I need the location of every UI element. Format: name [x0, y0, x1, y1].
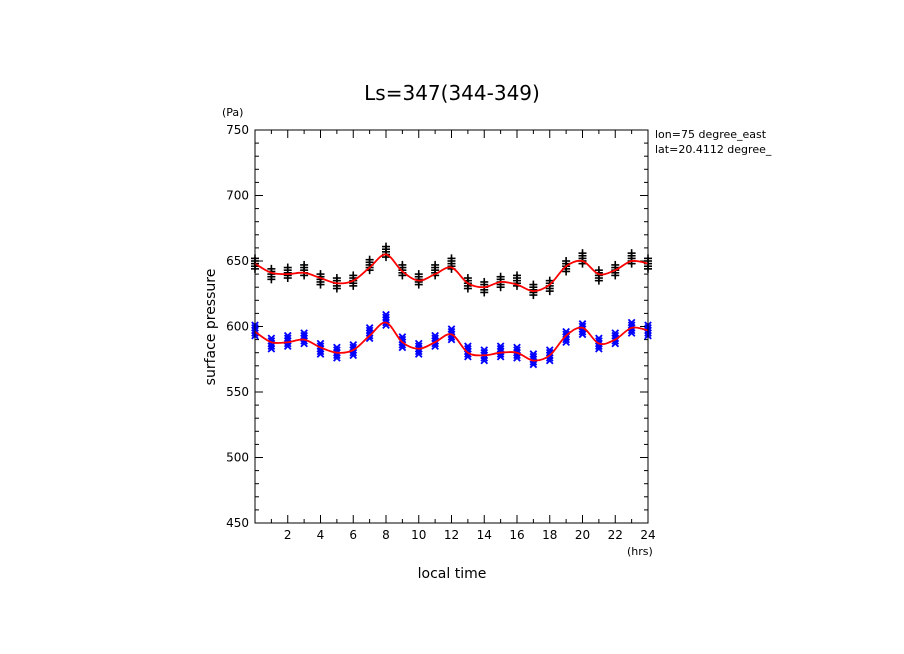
- x-unit-label: (hrs): [627, 545, 653, 558]
- plus-point: [300, 260, 309, 269]
- annotation-lon: lon=75 degree_east: [655, 128, 767, 141]
- x-point: [382, 313, 390, 322]
- plus-point: [267, 264, 276, 273]
- y-tick-label: 600: [226, 320, 249, 334]
- x-axis-label: local time: [418, 566, 487, 582]
- x-point: [545, 348, 554, 357]
- y-tick-label: 450: [226, 516, 249, 530]
- plus-point: [463, 274, 472, 283]
- plus-point: [545, 276, 554, 285]
- plus-point: [447, 254, 456, 263]
- x-point: [300, 331, 308, 340]
- x-point: [464, 342, 472, 350]
- x-point: [480, 346, 489, 354]
- plus-point: [283, 263, 292, 272]
- x-point: [365, 323, 374, 332]
- plus-point: [562, 257, 571, 265]
- x-point: [529, 350, 538, 358]
- plus-point: [594, 266, 603, 275]
- y-tick-label: 550: [226, 385, 249, 399]
- fit-line: [254, 321, 649, 362]
- y-tick-label: 750: [226, 123, 249, 137]
- x-point: [578, 320, 587, 328]
- plus-point: [513, 271, 521, 280]
- plus-point: [414, 270, 423, 279]
- x-point: [529, 352, 538, 361]
- x-tick-label: 4: [317, 528, 325, 542]
- x-point: [513, 343, 521, 352]
- x-point: [595, 334, 603, 343]
- x-tick-label: 14: [477, 528, 492, 542]
- x-point: [300, 329, 308, 337]
- x-point: [414, 339, 423, 348]
- y-tick-label: 650: [226, 254, 249, 268]
- x-tick-label: 24: [640, 528, 655, 542]
- x-tick-label: 6: [349, 528, 357, 542]
- x-point: [496, 342, 505, 350]
- y-unit-label: (Pa): [222, 106, 243, 119]
- plus-point: [349, 271, 358, 280]
- x-tick-label: 20: [575, 528, 590, 542]
- x-point: [349, 341, 358, 349]
- x-point: [283, 334, 292, 343]
- plus-point: [480, 277, 489, 286]
- x-point: [382, 310, 390, 319]
- plus-point: [316, 270, 325, 279]
- x-point: [627, 318, 636, 327]
- x-point: [431, 331, 439, 340]
- annotation-lat: lat=20.4112 degree_: [655, 143, 772, 156]
- plus-point: [332, 274, 341, 283]
- x-tick-label: 18: [542, 528, 557, 542]
- x-tick-label: 12: [444, 528, 459, 542]
- x-point: [611, 329, 620, 337]
- plot-frame: [254, 129, 649, 524]
- plus-point: [627, 249, 636, 258]
- x-point: [333, 343, 341, 352]
- x-point: [398, 335, 407, 344]
- y-tick-label: 700: [226, 189, 249, 203]
- plus-point: [578, 249, 587, 258]
- plus-point: [398, 260, 407, 269]
- plus-point: [529, 280, 538, 289]
- x-point: [496, 344, 505, 353]
- plus-point: [431, 260, 440, 269]
- chart-title: Ls=347(344-349): [364, 81, 540, 105]
- plus-point: [611, 260, 620, 269]
- x-point: [283, 331, 292, 340]
- x-tick-label: 10: [411, 528, 426, 542]
- plus-point: [496, 272, 505, 281]
- x-tick-label: 22: [608, 528, 623, 542]
- fit-line: [254, 253, 649, 293]
- y-tick-label: 500: [226, 451, 249, 465]
- x-tick-label: 2: [284, 528, 292, 542]
- x-tick-label: 8: [382, 528, 390, 542]
- plus-point: [365, 255, 374, 264]
- plus-point: [382, 242, 390, 251]
- y-axis-label: surface pressure: [203, 269, 219, 386]
- x-tick-label: 16: [509, 528, 524, 542]
- x-point: [447, 325, 456, 333]
